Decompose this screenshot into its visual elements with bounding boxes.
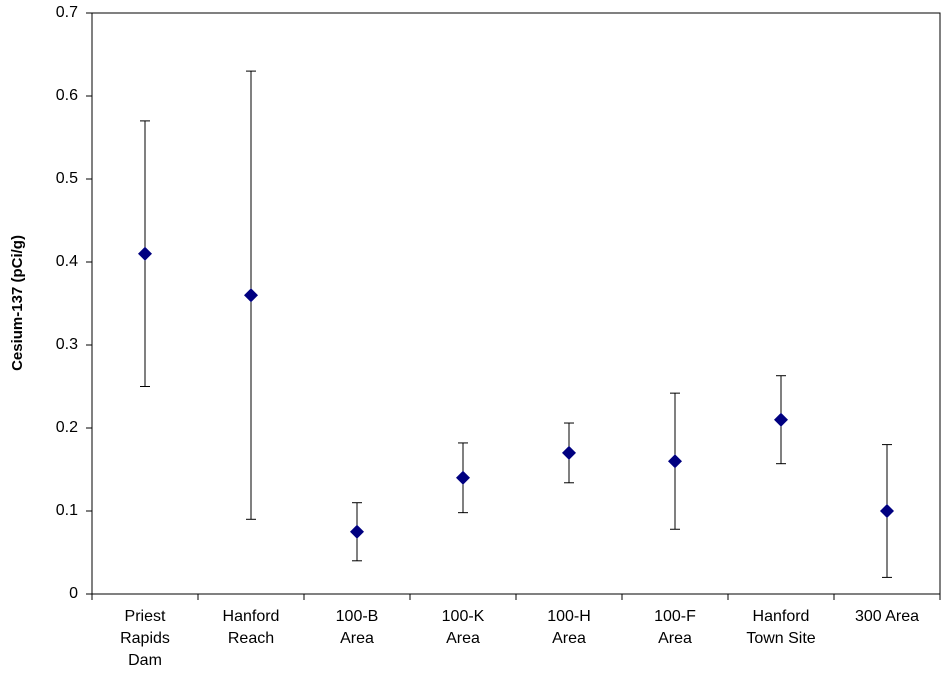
marker (456, 470, 470, 485)
y-tick-label: 0 (69, 585, 78, 602)
y-tick-label: 0.3 (56, 336, 78, 353)
y-tick-label: 0.2 (56, 419, 78, 436)
x-tick-label: 300 Area (854, 608, 920, 625)
marker (880, 504, 894, 518)
x-tick-label: 100-B Area (335, 608, 379, 647)
marker (244, 288, 258, 303)
y-tick-label: 0.1 (56, 502, 78, 519)
marker (562, 445, 576, 460)
y-axis-label: Cesium-137 (pCi/g) (9, 235, 26, 371)
plot-frame (91, 12, 941, 595)
x-tick-label: Hanford Town Site (746, 608, 816, 647)
x-tick-label: 100-F Area (654, 608, 696, 647)
x-tick-label: 100-H Area (547, 608, 591, 647)
y-tick-label: 0.5 (56, 170, 78, 187)
y-tick-label: 0.4 (56, 253, 78, 270)
x-tick-label: Hanford Reach (222, 608, 280, 647)
y-tick-label: 0.7 (56, 4, 78, 21)
marker (138, 246, 152, 261)
marker (668, 454, 682, 469)
x-tick-label: 100-K Area (441, 608, 485, 647)
marker (350, 524, 364, 539)
y-tick-label: 0.6 (56, 87, 78, 104)
marker (774, 412, 788, 427)
x-tick-label: Priest Rapids Dam (120, 608, 170, 669)
